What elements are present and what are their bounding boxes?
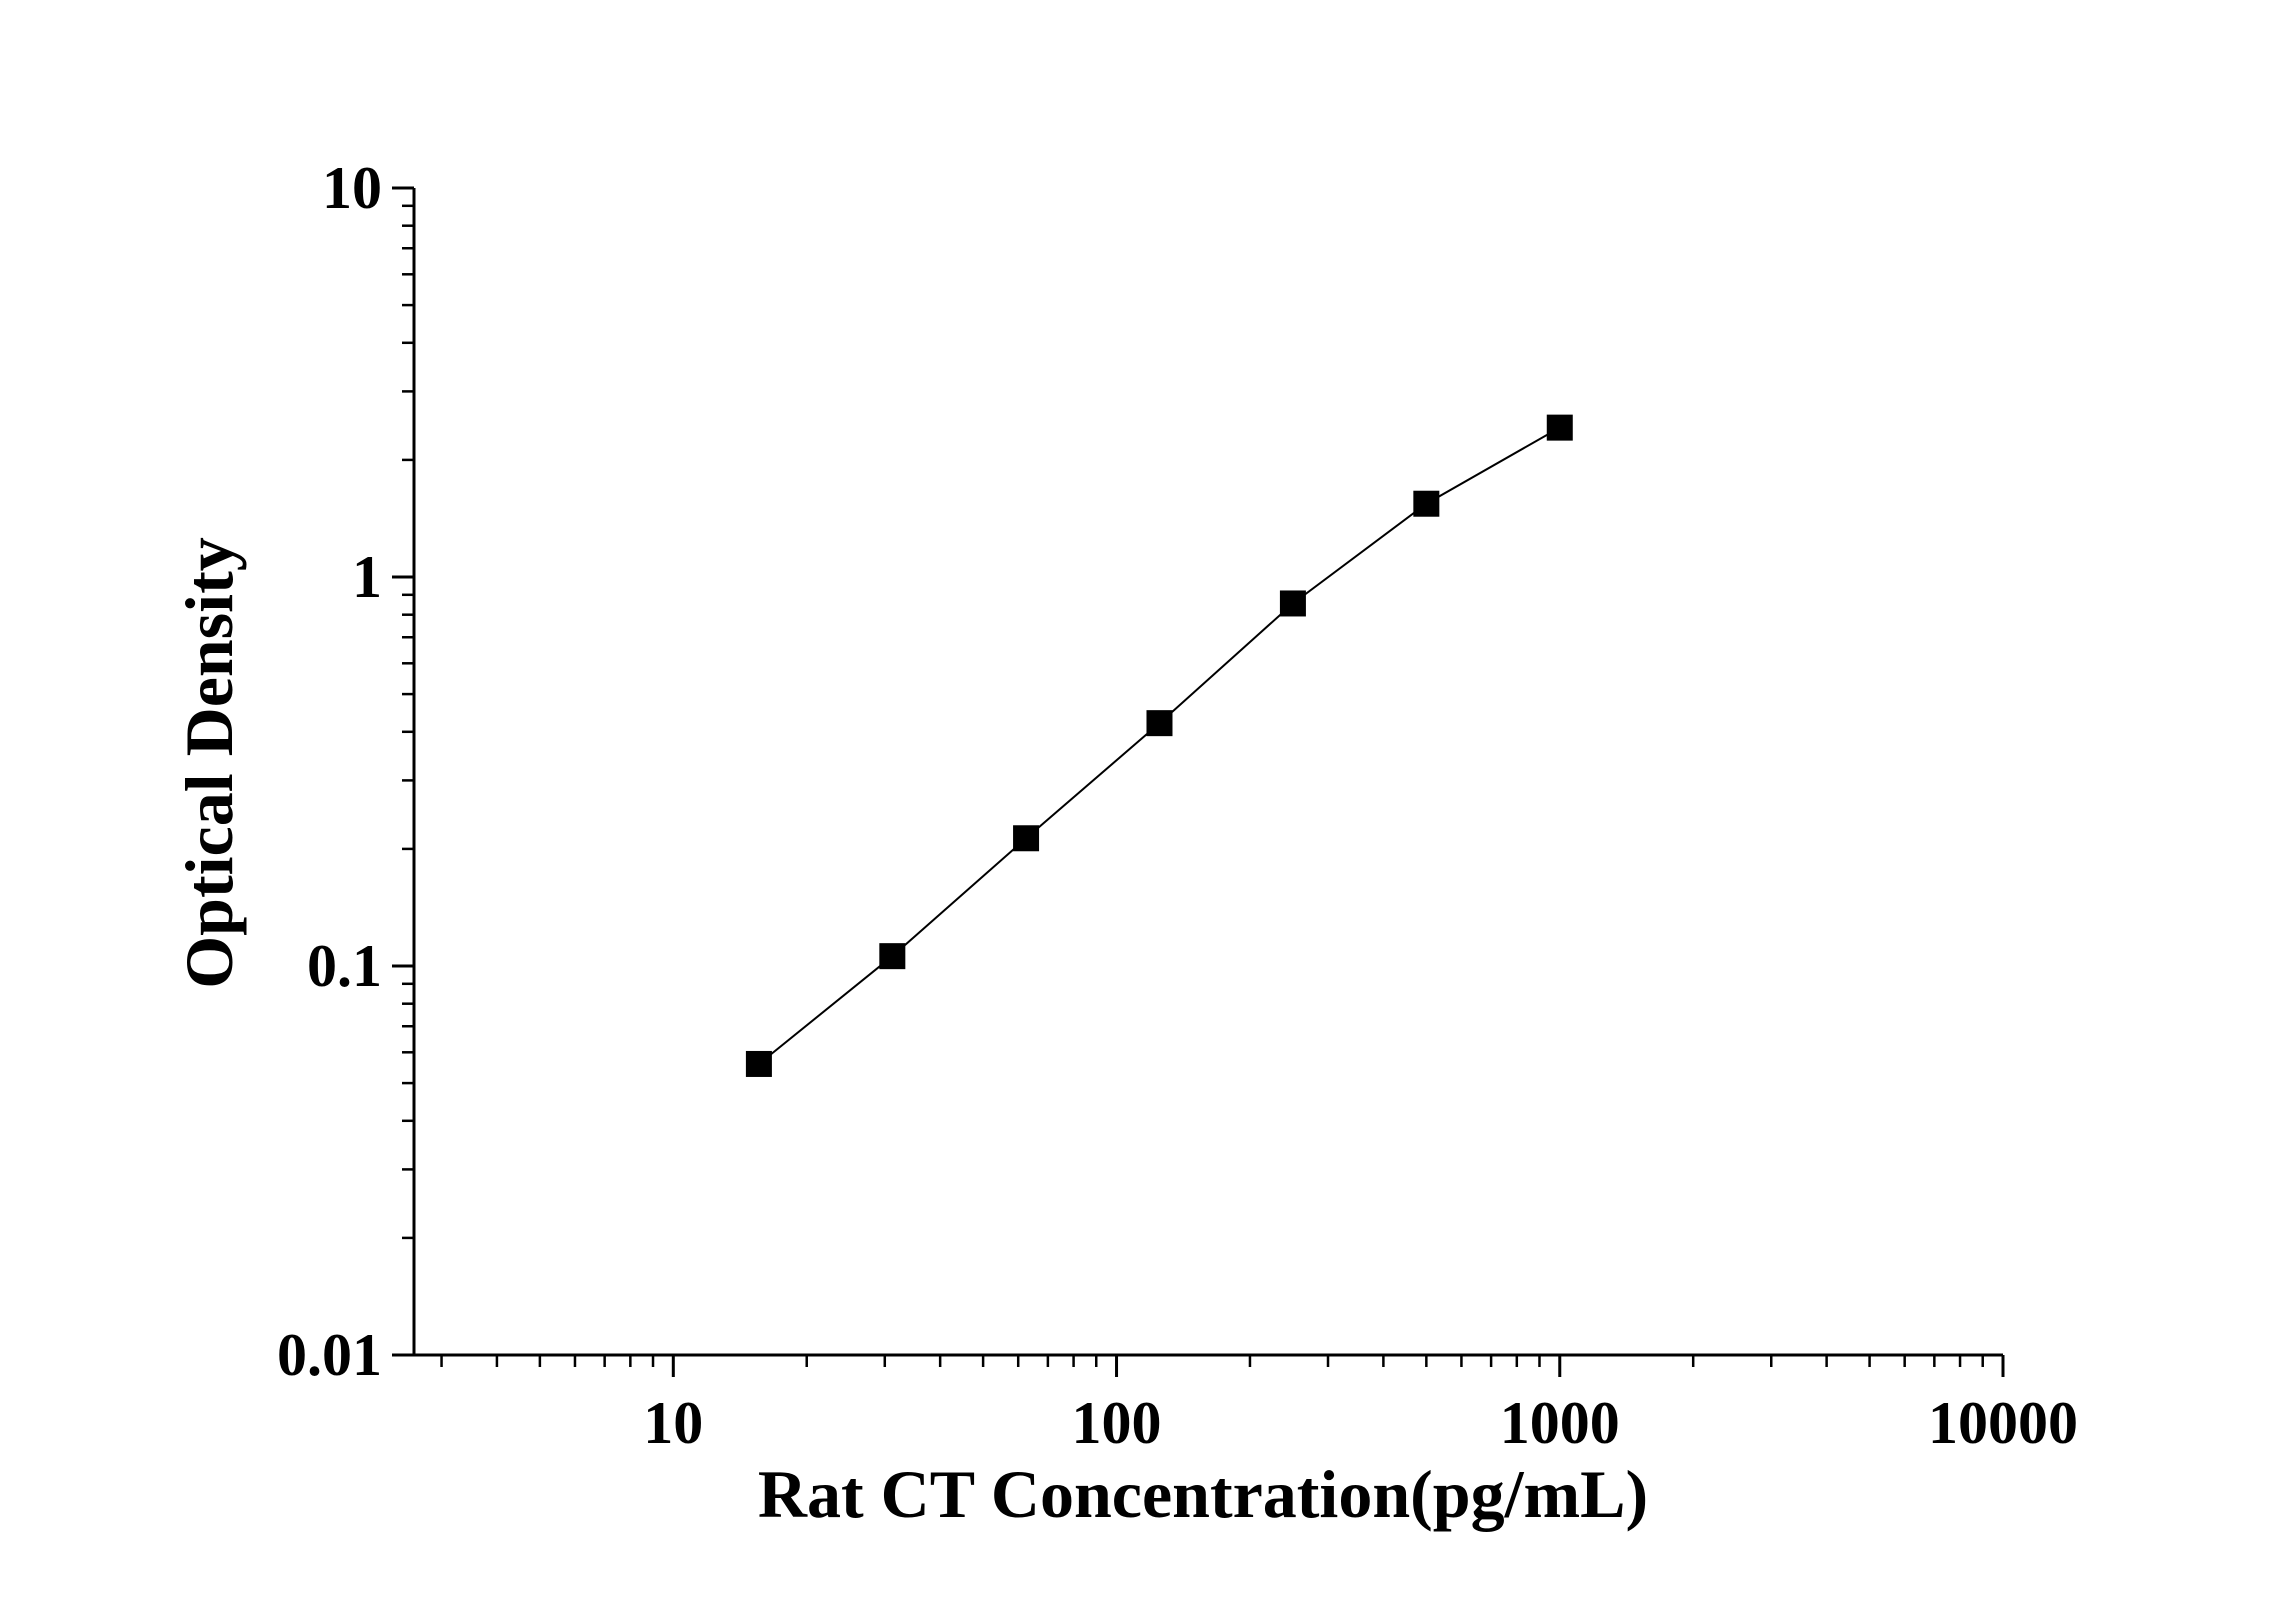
data-point-marker <box>879 943 906 970</box>
y-tick-label: 1 <box>352 544 382 610</box>
data-point-marker <box>1013 825 1040 852</box>
x-tick-label: 10 <box>643 1390 703 1456</box>
x-axis-title: Rat CT Concentration(pg/mL) <box>758 1456 1648 1532</box>
y-axis-title: Optical Density <box>171 537 247 988</box>
y-tick-label: 0.1 <box>307 933 382 999</box>
data-point-marker <box>1146 710 1173 737</box>
data-point-marker <box>1279 590 1306 617</box>
x-tick-label: 100 <box>1072 1390 1162 1456</box>
x-tick-label: 10000 <box>1928 1390 2078 1456</box>
x-tick-label: 1000 <box>1500 1390 1620 1456</box>
data-point-marker <box>745 1050 772 1077</box>
series-group <box>745 414 1573 1077</box>
y-tick-label: 10 <box>322 155 382 221</box>
data-point-marker <box>1413 490 1440 517</box>
data-point-marker <box>1546 414 1573 441</box>
axes: 10 100 1000 10000 10 1 0.1 0.01 <box>277 155 2078 1456</box>
series-line <box>758 426 1561 1065</box>
y-tick-label: 0.01 <box>277 1322 382 1388</box>
